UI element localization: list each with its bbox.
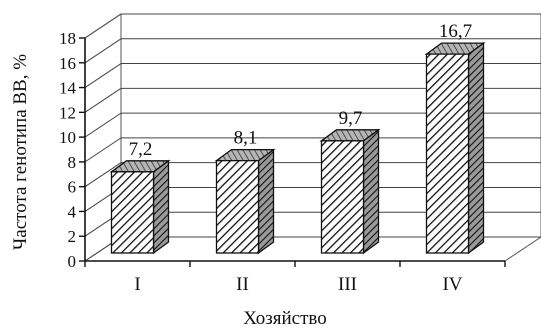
x-tick-label: III	[338, 274, 357, 295]
bar	[214, 148, 276, 255]
y-tick-label: 16	[59, 54, 76, 73]
bar-front-face	[425, 53, 470, 254]
y-tick-label: 12	[59, 103, 76, 122]
y-tick-label: 0	[68, 252, 77, 271]
bar-side-face	[467, 41, 485, 255]
y-tick-labels: 0 2 4 6 8 10 12 14 16 18	[59, 29, 77, 271]
bar-front-face	[320, 140, 365, 254]
y-tick-label: 2	[68, 227, 77, 246]
bar-side-face	[257, 148, 275, 255]
y-tick-label: 18	[59, 29, 76, 48]
bar	[109, 159, 171, 255]
grid-diag	[84, 13, 122, 39]
x-tick-labels: I II III IV	[134, 274, 462, 295]
y-tick-label: 8	[68, 153, 77, 172]
data-label: 16,7	[439, 21, 472, 42]
x-axis-title: Хозяйство	[243, 308, 327, 329]
data-label: 7,2	[129, 139, 153, 160]
grid-diag	[84, 38, 122, 64]
bar-front-face	[110, 171, 155, 254]
bar	[424, 41, 486, 255]
grid-diag	[84, 137, 122, 163]
y-tick-label: 10	[59, 128, 76, 147]
y-tick-label: 6	[68, 178, 77, 197]
x-tick-label: I	[134, 274, 140, 295]
grid-diag	[84, 112, 122, 138]
bar-side-face	[362, 128, 380, 255]
bar	[319, 128, 381, 255]
data-label: 9,7	[339, 108, 363, 129]
data-label: 8,1	[234, 128, 258, 149]
grid-diag	[84, 87, 122, 113]
y-tick-label: 14	[59, 79, 77, 98]
x-tick-label: IV	[442, 274, 462, 295]
y-axis-title: Частота генотипа BB, %	[10, 54, 31, 250]
grid-diag	[84, 162, 122, 188]
axes	[79, 37, 506, 267]
bar-front-face	[215, 159, 260, 254]
grid-diag	[84, 63, 122, 88]
y-tick-label: 4	[68, 202, 77, 221]
bar-side-face	[152, 159, 170, 255]
data-labels: 7,2 8,1 9,7 16,7	[129, 21, 473, 160]
bars	[109, 41, 486, 255]
x-tick-label: II	[236, 274, 249, 295]
